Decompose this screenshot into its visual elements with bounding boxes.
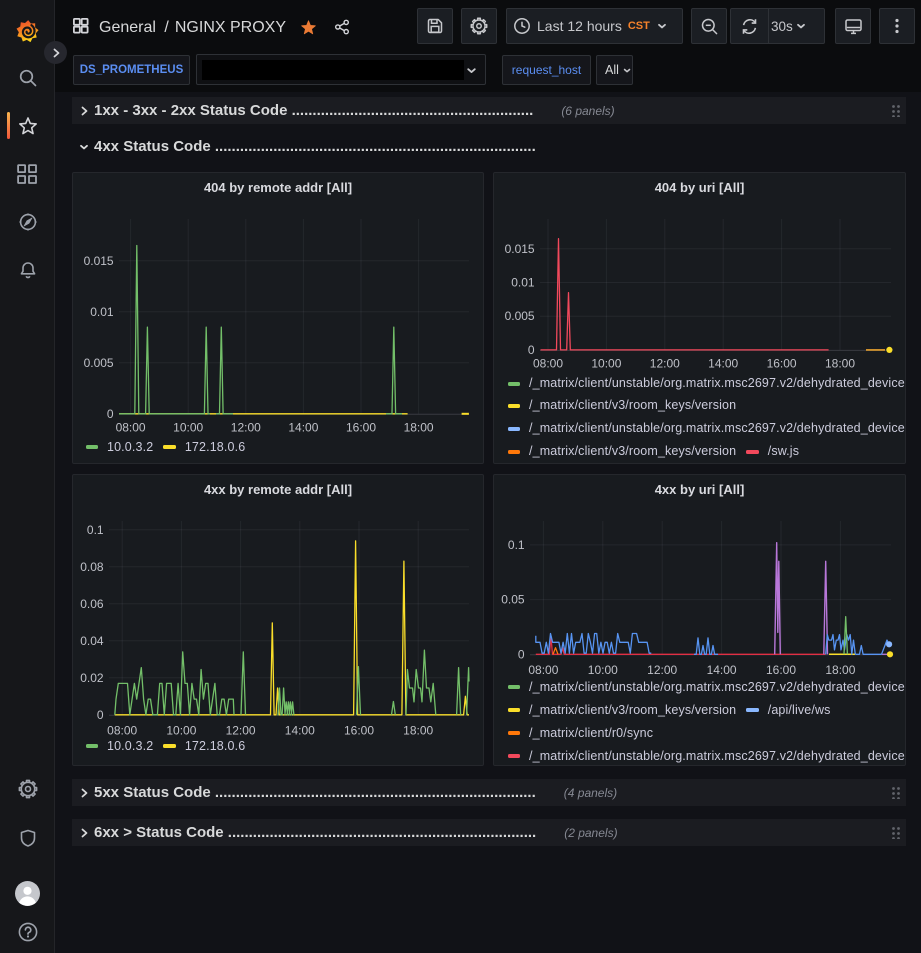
svg-text:0: 0: [518, 647, 525, 661]
svg-text:0.015: 0.015: [84, 254, 114, 268]
svg-text:0: 0: [97, 708, 104, 722]
svg-text:0.01: 0.01: [511, 276, 535, 290]
svg-text:18:00: 18:00: [404, 421, 434, 435]
svg-text:08:00: 08:00: [533, 356, 563, 370]
svg-text:12:00: 12:00: [647, 663, 677, 677]
svg-text:10:00: 10:00: [173, 421, 203, 435]
svg-text:18:00: 18:00: [825, 356, 855, 370]
svg-text:10:00: 10:00: [166, 724, 196, 738]
svg-text:16:00: 16:00: [346, 421, 376, 435]
svg-text:0.005: 0.005: [505, 309, 535, 323]
svg-text:12:00: 12:00: [231, 421, 261, 435]
svg-text:0.1: 0.1: [87, 523, 104, 537]
svg-text:14:00: 14:00: [708, 356, 738, 370]
svg-text:0: 0: [528, 343, 535, 357]
svg-text:12:00: 12:00: [650, 356, 680, 370]
svg-text:14:00: 14:00: [288, 421, 318, 435]
svg-text:0.1: 0.1: [508, 538, 525, 552]
svg-text:18:00: 18:00: [825, 663, 855, 677]
svg-text:10:00: 10:00: [591, 356, 621, 370]
svg-text:16:00: 16:00: [766, 663, 796, 677]
svg-text:0.04: 0.04: [80, 634, 104, 648]
svg-text:18:00: 18:00: [403, 724, 433, 738]
svg-text:16:00: 16:00: [344, 724, 374, 738]
svg-text:0.01: 0.01: [90, 305, 114, 319]
svg-text:10:00: 10:00: [588, 663, 618, 677]
svg-text:14:00: 14:00: [285, 724, 315, 738]
svg-text:0: 0: [107, 407, 114, 421]
svg-text:14:00: 14:00: [707, 663, 737, 677]
svg-text:08:00: 08:00: [116, 421, 146, 435]
svg-text:0.05: 0.05: [501, 593, 525, 607]
svg-text:16:00: 16:00: [767, 356, 797, 370]
svg-text:0.015: 0.015: [505, 242, 535, 256]
svg-text:0.06: 0.06: [80, 597, 104, 611]
svg-text:12:00: 12:00: [226, 724, 256, 738]
svg-text:0.02: 0.02: [80, 671, 104, 685]
svg-text:0.005: 0.005: [84, 356, 114, 370]
svg-text:08:00: 08:00: [107, 724, 137, 738]
svg-text:08:00: 08:00: [528, 663, 558, 677]
svg-text:0.08: 0.08: [80, 560, 104, 574]
